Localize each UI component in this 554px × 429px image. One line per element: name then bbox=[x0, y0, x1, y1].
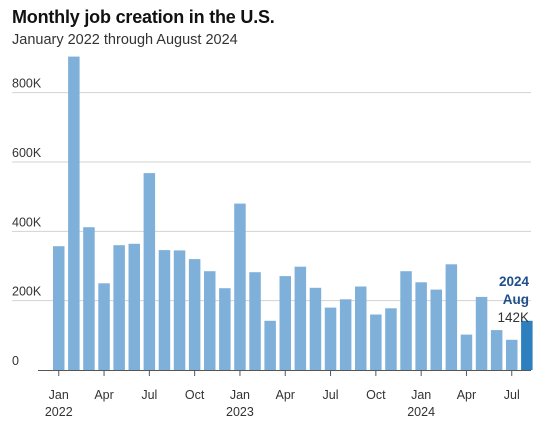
bar bbox=[219, 288, 231, 370]
bar bbox=[204, 271, 216, 370]
bar bbox=[475, 296, 488, 370]
bar bbox=[400, 271, 412, 370]
bar bbox=[385, 308, 397, 370]
bar bbox=[264, 320, 276, 370]
x-tick-label: Jan bbox=[230, 388, 250, 402]
x-year-label: 2022 bbox=[45, 405, 73, 419]
bar bbox=[234, 203, 246, 370]
bar bbox=[430, 289, 442, 370]
bar bbox=[370, 314, 382, 370]
annotation-month: Aug bbox=[503, 292, 529, 307]
y-tick-label: 0 bbox=[12, 354, 19, 368]
bar bbox=[324, 307, 337, 370]
bar-highlight bbox=[521, 320, 533, 370]
bar bbox=[339, 299, 352, 370]
x-tick-label: Jul bbox=[504, 388, 520, 402]
bar bbox=[506, 339, 518, 370]
highlight-annotation: 2024 Aug 142K bbox=[497, 274, 529, 325]
chart-subtitle: January 2022 through August 2024 bbox=[12, 32, 238, 48]
bar bbox=[113, 245, 125, 370]
x-tick-label: Apr bbox=[457, 388, 476, 402]
chart-title: Monthly job creation in the U.S. bbox=[12, 7, 275, 27]
x-tick-label: Oct bbox=[366, 388, 386, 402]
annotation-value: 142K bbox=[497, 310, 529, 325]
bar bbox=[309, 287, 322, 370]
bar bbox=[68, 56, 80, 370]
bar bbox=[490, 330, 503, 370]
bar bbox=[158, 250, 171, 370]
bar bbox=[294, 266, 307, 370]
bar bbox=[128, 243, 140, 370]
bar bbox=[173, 250, 186, 370]
y-tick-label: 400K bbox=[12, 215, 42, 229]
bar bbox=[53, 246, 65, 370]
x-year-label: 2023 bbox=[226, 405, 254, 419]
bar bbox=[445, 264, 458, 370]
x-tick-label: Oct bbox=[185, 388, 205, 402]
bar bbox=[460, 334, 473, 370]
bar bbox=[143, 173, 156, 370]
x-tick-label: Jan bbox=[411, 388, 431, 402]
bar bbox=[415, 282, 427, 370]
x-tick-label: Jul bbox=[141, 388, 157, 402]
y-axis-ticks: 0 200K 400K 600K 800K bbox=[12, 77, 42, 368]
x-tick-label: Jul bbox=[323, 388, 339, 402]
y-tick-label: 800K bbox=[12, 77, 42, 91]
bars bbox=[38, 56, 533, 371]
annotation-year: 2024 bbox=[499, 274, 530, 289]
bar bbox=[249, 272, 261, 370]
x-tick-label: Apr bbox=[276, 388, 295, 402]
y-tick-label: 200K bbox=[12, 285, 42, 299]
bar bbox=[355, 286, 367, 370]
bar bbox=[83, 227, 95, 370]
bar bbox=[98, 283, 110, 370]
x-tick-label: Jan bbox=[49, 388, 69, 402]
y-tick-label: 600K bbox=[12, 146, 42, 160]
x-axis-ticks: Jan Apr Jul Oct Jan Apr Jul Oct Jan Apr Jul 2022 202… bbox=[45, 371, 520, 419]
x-year-label: 2024 bbox=[407, 405, 435, 419]
bar bbox=[279, 276, 291, 370]
bar bbox=[188, 259, 201, 370]
x-tick-label: Apr bbox=[94, 388, 113, 402]
